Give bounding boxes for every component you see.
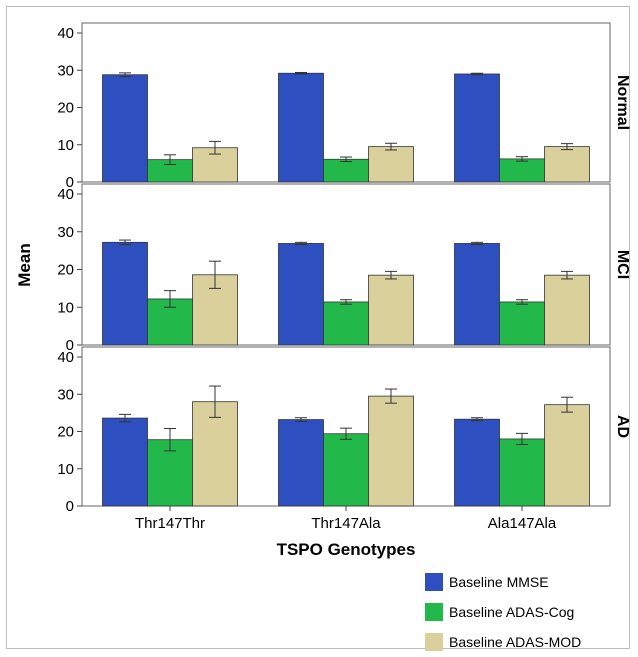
panel-label: Normal [614, 75, 631, 130]
x-axis-title: TSPO Genotypes [277, 540, 416, 559]
x-tick-label: Thr147Thr [135, 515, 205, 532]
y-tick-label: 30 [57, 224, 74, 241]
y-tick-label: 0 [66, 174, 74, 191]
bar [499, 158, 545, 183]
bar [544, 404, 590, 507]
y-tick-label: 20 [57, 100, 74, 117]
y-tick-label: 20 [57, 262, 74, 279]
bar [278, 243, 324, 346]
y-tick-label: 0 [66, 337, 74, 354]
legend-swatch-adas-mod [425, 633, 443, 651]
y-tick-label: 10 [57, 137, 74, 154]
bar [499, 301, 545, 346]
legend-item-adas-mod: Baseline ADAS-MOD [425, 627, 581, 657]
legend-swatch-mmse [425, 573, 443, 591]
legend-label-adas-cog: Baseline ADAS-Cog [449, 604, 575, 620]
y-tick-label: 40 [57, 349, 74, 366]
legend-label-adas-mod: Baseline ADAS-MOD [449, 634, 582, 650]
bar [192, 401, 238, 507]
bar [544, 274, 590, 346]
bar [368, 395, 414, 507]
bar [323, 158, 369, 183]
y-tick-label: 20 [57, 424, 74, 441]
legend-label-mmse: Baseline MMSE [449, 574, 549, 590]
y-tick-label: 30 [57, 386, 74, 403]
bar [323, 301, 369, 346]
figure-frame [6, 6, 630, 649]
y-tick-label: 40 [57, 25, 74, 42]
bar [278, 72, 324, 183]
y-tick-label: 10 [57, 299, 74, 316]
legend-swatch-adas-cog [425, 603, 443, 621]
bar [454, 73, 500, 183]
bar [544, 146, 590, 183]
y-axis-title: Mean [15, 243, 34, 286]
legend: Baseline MMSE Baseline ADAS-Cog Baseline… [425, 567, 581, 657]
bar [102, 74, 148, 183]
bar [323, 433, 369, 507]
bar [499, 438, 545, 507]
y-tick-label: 30 [57, 62, 74, 79]
x-tick-label: Thr147Ala [311, 515, 381, 532]
panel-label: MCI [614, 250, 631, 279]
panel-label: AD [614, 415, 631, 438]
bar [454, 418, 500, 507]
legend-item-mmse: Baseline MMSE [425, 567, 581, 597]
bar [147, 298, 193, 346]
x-tick-label: Ala147Ala [488, 515, 557, 532]
y-tick-label: 40 [57, 186, 74, 203]
bar [368, 146, 414, 183]
y-tick-label: 10 [57, 461, 74, 478]
bar [278, 419, 324, 507]
bar [454, 243, 500, 346]
legend-item-adas-cog: Baseline ADAS-Cog [425, 597, 581, 627]
bar [102, 241, 148, 346]
bar [102, 417, 148, 507]
y-tick-label: 0 [66, 498, 74, 515]
bar [368, 274, 414, 346]
